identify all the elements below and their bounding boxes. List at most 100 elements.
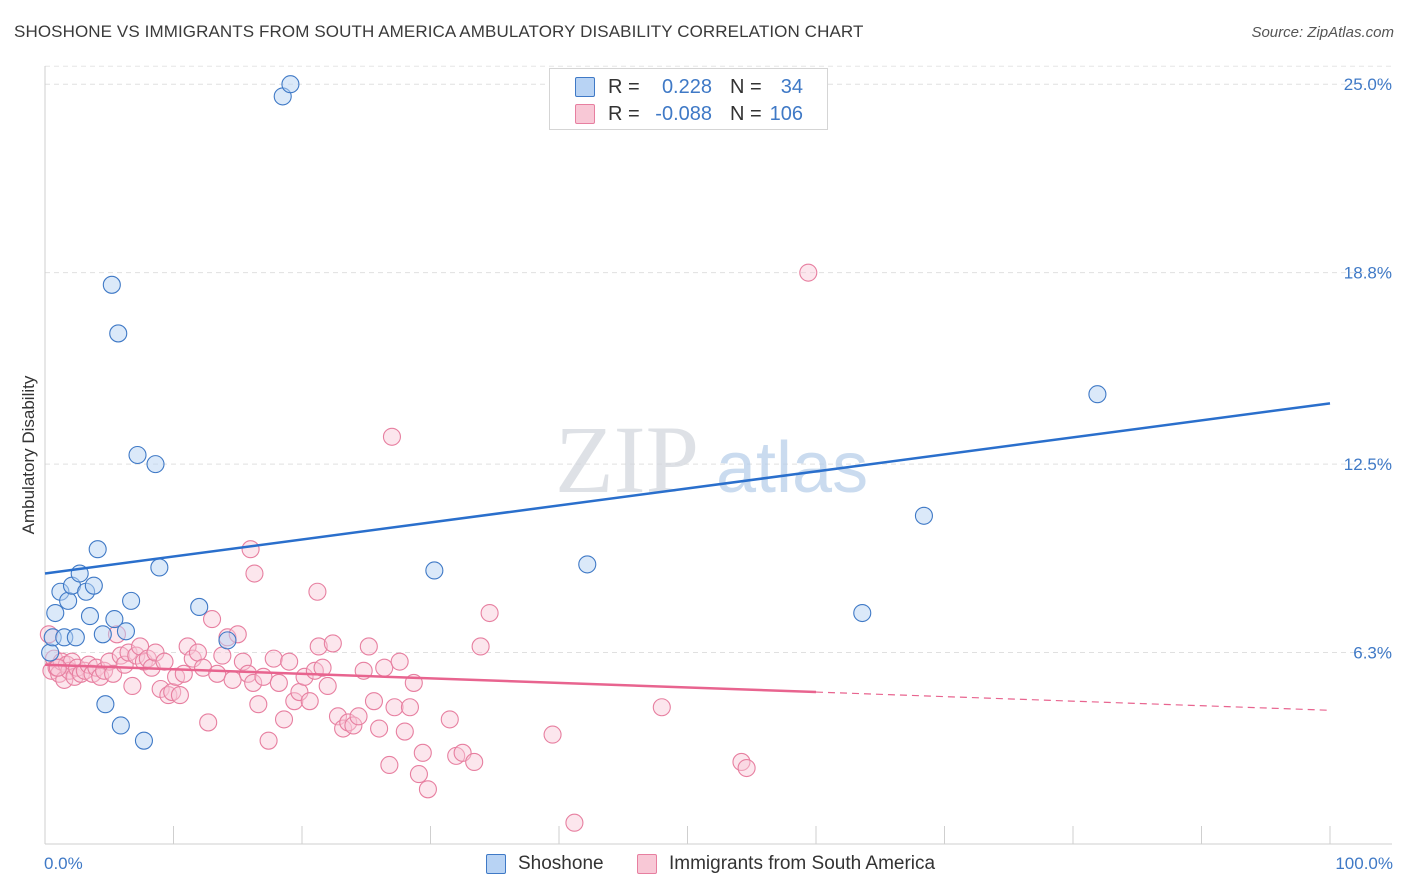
immigrants-point[interactable]: [274, 710, 294, 729]
shoshone-point[interactable]: [122, 591, 141, 610]
immigrants-point[interactable]: [465, 752, 484, 771]
shoshone-point[interactable]: [116, 622, 136, 641]
immigrants-point[interactable]: [245, 564, 264, 583]
shoshone-point[interactable]: [66, 628, 85, 647]
immigrants-point[interactable]: [339, 713, 358, 732]
shoshone-point[interactable]: [88, 540, 107, 559]
y-tick-label: 6.3%: [1353, 644, 1392, 663]
immigrants-point[interactable]: [254, 667, 273, 686]
immigrants-point[interactable]: [199, 713, 218, 732]
shoshone-point[interactable]: [425, 561, 444, 580]
immigrants-point[interactable]: [203, 610, 222, 629]
y-tick-label: 12.5%: [1344, 455, 1392, 474]
immigrants-point[interactable]: [418, 780, 437, 799]
immigrants-point[interactable]: [48, 658, 67, 677]
immigrants-point[interactable]: [264, 649, 283, 668]
immigrants-point[interactable]: [170, 686, 189, 705]
immigrants-point[interactable]: [364, 692, 384, 711]
correlation-legend: R = 0.228 N = 34 R = -0.088 N = 106: [549, 68, 828, 130]
y-tick-label: 25.0%: [1344, 75, 1392, 94]
shoshone-point[interactable]: [150, 558, 169, 577]
series-immigrants-points: [39, 263, 818, 832]
immigrants-point[interactable]: [565, 813, 584, 832]
immigrants-point[interactable]: [385, 698, 404, 717]
immigrants-point[interactable]: [349, 707, 368, 726]
immigrants-point[interactable]: [123, 676, 142, 696]
immigrants-point[interactable]: [380, 755, 399, 775]
shoshone-point[interactable]: [914, 506, 933, 525]
immigrants-point[interactable]: [471, 637, 490, 656]
immigrants-point[interactable]: [400, 698, 419, 717]
immigrants-point[interactable]: [269, 673, 288, 692]
series-legend: Shoshone Immigrants from South America: [0, 852, 1406, 878]
immigrants-point[interactable]: [543, 725, 562, 744]
immigrants-point[interactable]: [737, 758, 756, 778]
x-tick-label-max: 100.0%: [1335, 854, 1393, 873]
immigrants-point[interactable]: [652, 698, 671, 717]
immigrants-point[interactable]: [318, 676, 337, 696]
grid-lines: [45, 65, 1392, 654]
immigrants-point[interactable]: [241, 540, 260, 559]
immigrants-point[interactable]: [174, 664, 193, 683]
immigrants-point[interactable]: [300, 692, 319, 711]
shoshone-point[interactable]: [128, 445, 147, 465]
immigrants-point[interactable]: [285, 692, 304, 711]
immigrants-point[interactable]: [309, 637, 328, 656]
immigrants-point[interactable]: [359, 637, 378, 656]
shoshone-point[interactable]: [41, 643, 60, 662]
immigrants-point[interactable]: [440, 710, 459, 729]
immigrants-point[interactable]: [259, 731, 278, 750]
shoshone-point[interactable]: [84, 576, 103, 595]
shoshone-point[interactable]: [578, 555, 597, 574]
shoshone-point[interactable]: [59, 591, 78, 610]
immigrants-point[interactable]: [799, 263, 818, 282]
immigrants-point[interactable]: [382, 427, 402, 446]
immigrants-point[interactable]: [395, 722, 414, 741]
shoshone-point[interactable]: [134, 731, 153, 750]
shoshone-point[interactable]: [111, 716, 130, 735]
y-axis-label: Ambulatory Disability: [19, 375, 38, 534]
legend-n-value: 34: [780, 76, 803, 98]
immigrants-point[interactable]: [409, 765, 428, 784]
immigrants-point[interactable]: [313, 658, 332, 677]
immigrants-point[interactable]: [188, 643, 207, 662]
watermark: ZIP atlas: [555, 406, 868, 513]
immigrants-point[interactable]: [249, 695, 268, 714]
immigrants-point[interactable]: [413, 743, 432, 762]
legend-swatch-blue: [575, 77, 595, 97]
shoshone-point[interactable]: [218, 631, 237, 650]
shoshone-point[interactable]: [93, 625, 112, 644]
immigrants-point[interactable]: [223, 670, 242, 689]
shoshone-point[interactable]: [105, 610, 124, 629]
immigrants-point[interactable]: [370, 719, 389, 738]
source-credit: Source: ZipAtlas.com: [1251, 24, 1394, 41]
shoshone-point[interactable]: [281, 75, 300, 94]
shoshone-point[interactable]: [190, 597, 209, 617]
immigrants-point[interactable]: [213, 646, 232, 665]
immigrants-point[interactable]: [280, 652, 299, 671]
immigrants-point[interactable]: [323, 634, 342, 653]
y-tick-labels: 6.3% 12.5% 18.8% 25.0%: [1344, 75, 1392, 662]
shoshone-point[interactable]: [146, 455, 165, 474]
legend-swatch-pink: [575, 104, 595, 124]
immigrants-point[interactable]: [375, 658, 394, 677]
immigrants-point[interactable]: [208, 664, 227, 683]
shoshone-point[interactable]: [46, 603, 65, 623]
x-tick-labels: 0.0% 100.0%: [44, 854, 1393, 873]
legend-n-value: 106: [769, 103, 803, 125]
shoshone-point[interactable]: [1088, 385, 1107, 404]
immigrants-point[interactable]: [238, 664, 258, 683]
immigrants-point[interactable]: [244, 673, 263, 692]
immigrants-point[interactable]: [308, 582, 327, 601]
legend-r-value: 0.228: [661, 76, 712, 98]
immigrants-point[interactable]: [344, 716, 363, 735]
chart-title: SHOSHONE VS IMMIGRANTS FROM SOUTH AMERIC…: [14, 22, 864, 41]
shoshone-point[interactable]: [102, 275, 121, 294]
x-tick-label-min: 0.0%: [44, 854, 83, 873]
shoshone-point[interactable]: [96, 695, 115, 714]
shoshone-point[interactable]: [853, 603, 872, 623]
shoshone-point[interactable]: [109, 324, 128, 343]
immigrants-point[interactable]: [390, 652, 409, 671]
shoshone-point[interactable]: [80, 607, 100, 626]
immigrants-point[interactable]: [480, 603, 499, 623]
